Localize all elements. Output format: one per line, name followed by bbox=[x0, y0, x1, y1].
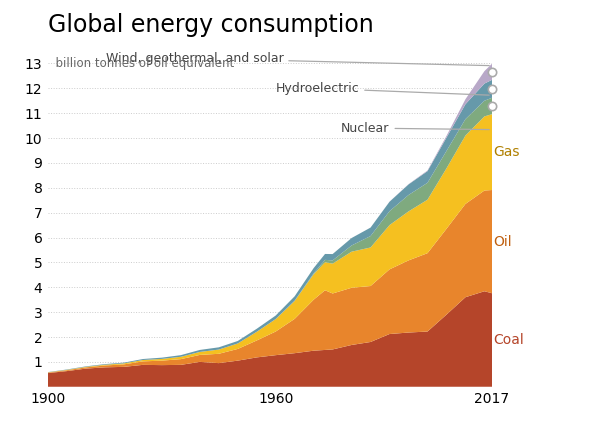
Text: Hydroelectric: Hydroelectric bbox=[275, 82, 489, 95]
Text: billion tonnes of oil equivalent: billion tonnes of oil equivalent bbox=[48, 57, 234, 70]
Text: Global energy consumption: Global energy consumption bbox=[48, 13, 374, 37]
Text: Coal: Coal bbox=[493, 333, 524, 347]
Text: Oil: Oil bbox=[493, 235, 512, 249]
Text: Wind, geothermal, and solar: Wind, geothermal, and solar bbox=[106, 52, 489, 65]
Text: Gas: Gas bbox=[493, 145, 520, 159]
Text: Nuclear: Nuclear bbox=[341, 122, 489, 135]
